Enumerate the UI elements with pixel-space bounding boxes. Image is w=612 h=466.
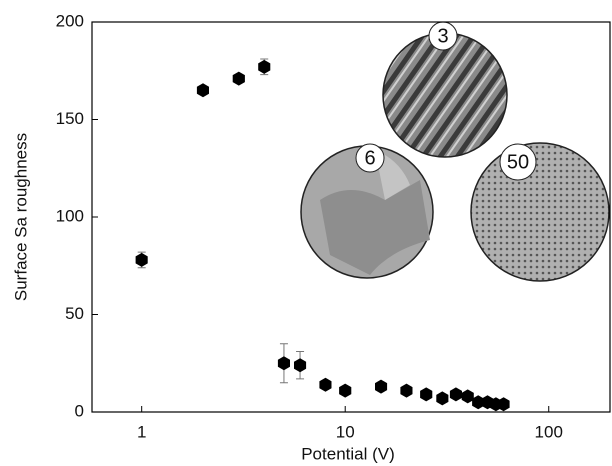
y-axis-label: Surface Sa roughness	[11, 133, 30, 301]
inset-image	[300, 145, 434, 279]
data-point	[461, 389, 474, 404]
x-tick-label: 10	[336, 422, 355, 441]
data-point	[420, 387, 433, 402]
inset-label: 50	[507, 151, 529, 173]
x-tick-label: 1	[137, 422, 146, 441]
y-tick-label: 50	[65, 304, 84, 323]
inset-label: 6	[364, 147, 375, 169]
inset-label-badge	[499, 143, 537, 181]
x-tick-label: 100	[535, 422, 563, 441]
data-point	[375, 379, 388, 394]
y-tick-label: 200	[56, 11, 84, 30]
inset-image	[470, 142, 610, 282]
data-point	[258, 59, 271, 74]
data-point	[497, 397, 510, 412]
data-point	[449, 387, 462, 402]
data-point	[472, 395, 485, 410]
y-tick-label: 150	[56, 109, 84, 128]
insets: 3 6 50	[300, 21, 610, 282]
data-point	[339, 383, 352, 398]
inset-label-badge	[355, 143, 385, 173]
data-point	[196, 83, 209, 98]
data-point	[436, 391, 449, 406]
data-point	[294, 358, 307, 373]
x-axis-label: Potential (V)	[301, 444, 395, 463]
inset-label: 3	[437, 25, 448, 47]
data-point	[319, 377, 332, 392]
data-point	[400, 383, 413, 398]
inset-image	[382, 32, 508, 158]
data-point	[277, 356, 290, 371]
data-point	[232, 71, 245, 86]
y-tick-label: 0	[75, 401, 84, 420]
data-point	[135, 252, 148, 267]
y-tick-label: 100	[56, 206, 84, 225]
